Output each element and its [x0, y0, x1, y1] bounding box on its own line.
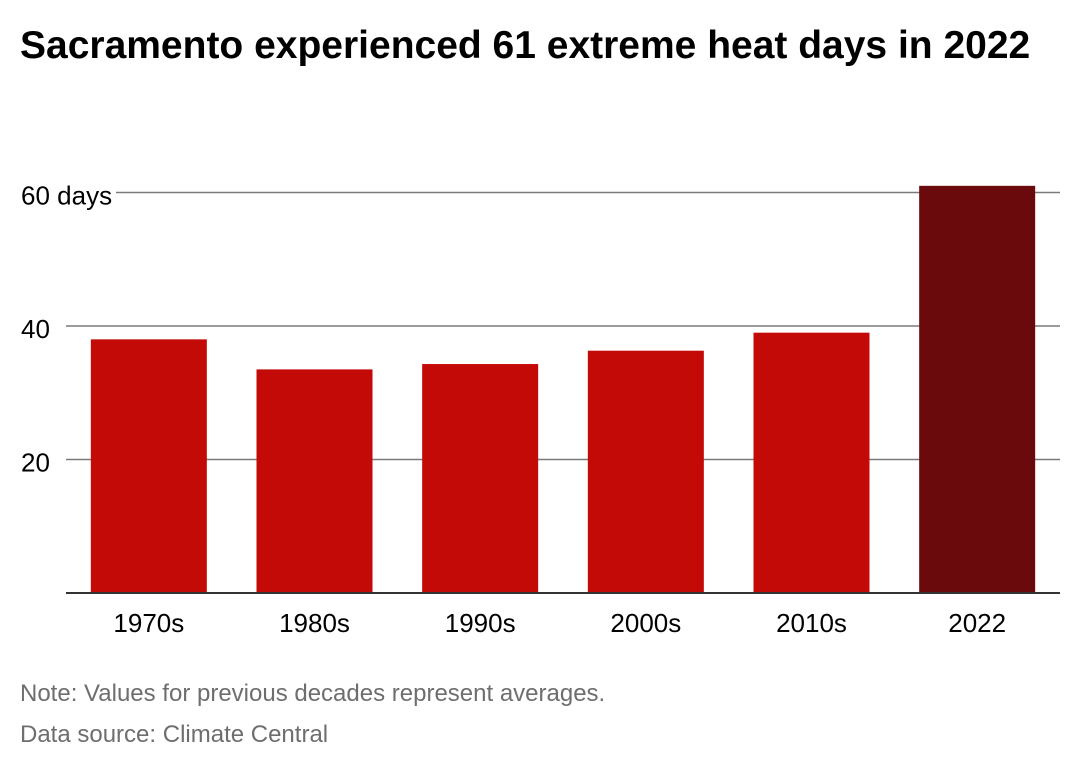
bar-chart: 20 40 60 days 1970s 1980s 1990s 2000s 2010s 2022: [21, 181, 1060, 638]
y-tick-label: 40: [21, 314, 50, 344]
bar-1970s: [90, 339, 207, 593]
x-tick-label: 1970s: [113, 608, 184, 638]
chart-title: Sacramento experienced 61 extreme heat d…: [20, 24, 1031, 67]
bars: [90, 185, 1036, 593]
bar-2022: [919, 185, 1036, 593]
y-tick-label: 60 days: [21, 181, 112, 211]
x-tick-label: 2022: [948, 608, 1006, 638]
x-tick-label: 2000s: [610, 608, 681, 638]
x-tick-label: 1980s: [279, 608, 350, 638]
bar-2000s: [587, 350, 704, 593]
x-tick-label: 2010s: [776, 608, 847, 638]
bar-2010s: [753, 332, 870, 593]
data-source: Data source: Climate Central: [20, 721, 329, 748]
x-tick-label: 1990s: [445, 608, 516, 638]
gridlines: [66, 191, 1060, 461]
bar-1990s: [422, 364, 539, 593]
axes: 20 40 60 days 1970s 1980s 1990s 2000s 2010s 2022: [21, 181, 1060, 638]
footnote: Note: Values for previous decades repres…: [20, 680, 606, 707]
bar-1980s: [256, 369, 373, 593]
y-tick-label: 20: [21, 448, 50, 478]
